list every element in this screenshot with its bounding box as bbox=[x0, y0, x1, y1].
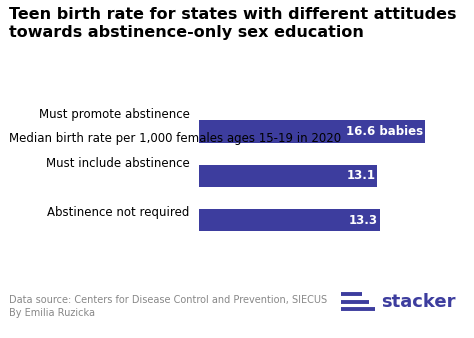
Text: Data source: Centers for Disease Control and Prevention, SIECUS
By Emilia Ruzick: Data source: Centers for Disease Control… bbox=[9, 294, 328, 318]
Bar bbox=[199, 209, 380, 231]
Text: Must include abstinence: Must include abstinence bbox=[46, 157, 190, 170]
Text: 16.6 babies: 16.6 babies bbox=[346, 125, 423, 138]
Text: Must promote abstinence: Must promote abstinence bbox=[39, 108, 190, 121]
Text: Teen birth rate for states with different attitudes
towards abstinence-only sex : Teen birth rate for states with differen… bbox=[9, 7, 457, 40]
Text: Median birth rate per 1,000 females ages 15-19 in 2020: Median birth rate per 1,000 females ages… bbox=[9, 132, 342, 145]
Text: 13.1: 13.1 bbox=[346, 169, 375, 182]
Text: 13.3: 13.3 bbox=[349, 214, 378, 226]
Text: Abstinence not required: Abstinence not required bbox=[47, 206, 190, 219]
Bar bbox=[199, 165, 377, 187]
Bar bbox=[199, 120, 425, 143]
Text: stacker: stacker bbox=[382, 293, 456, 311]
